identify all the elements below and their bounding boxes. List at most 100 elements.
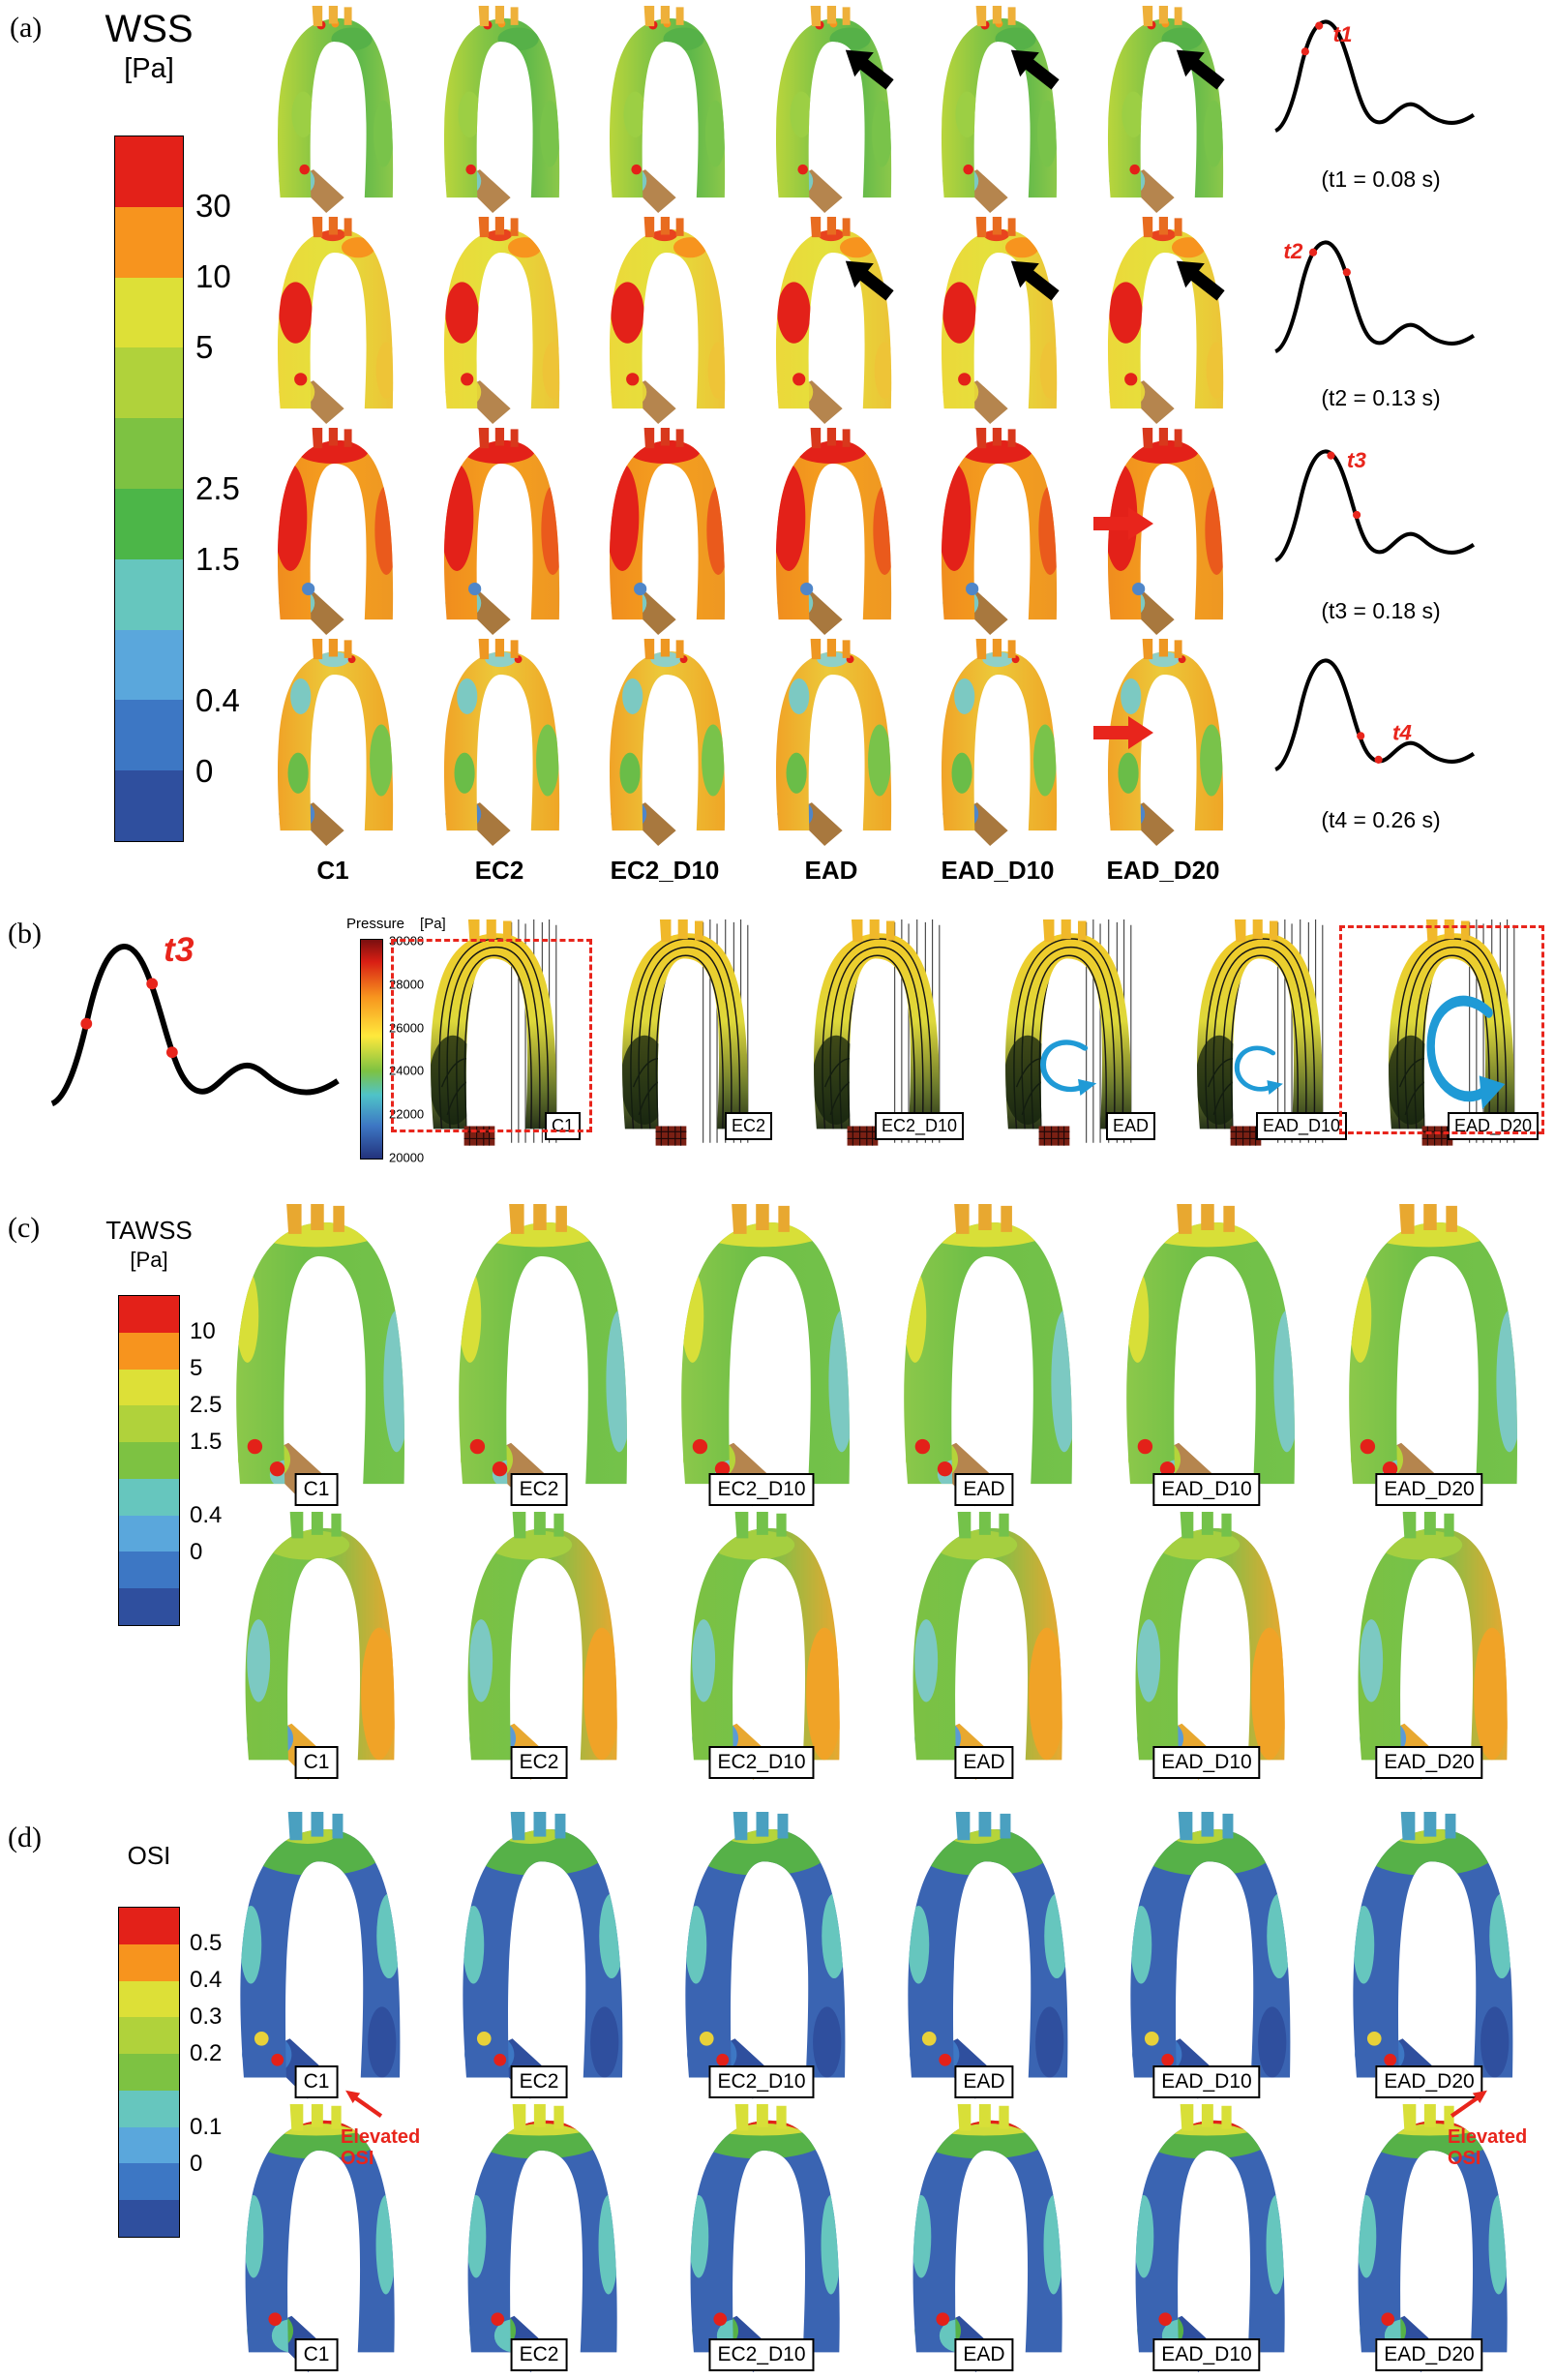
- aorta-osi-back: EAD_D10: [1095, 2104, 1318, 2377]
- osi-tick: 0.2: [190, 2040, 223, 2066]
- model-label-c: EAD: [954, 1746, 1014, 1779]
- colorbar-segment: [115, 347, 183, 419]
- colorbar-segment: [115, 418, 183, 489]
- svg-text:t3: t3: [164, 930, 194, 969]
- streamline-cell: EC2: [586, 919, 778, 1150]
- model-label-d: EAD_D10: [1152, 2338, 1261, 2371]
- aorta-tawss-front: EC2: [428, 1204, 650, 1512]
- tawss-colorbar-title: TAWSS: [105, 1216, 193, 1245]
- wss-tick: 10: [195, 258, 231, 294]
- colorbar-segment: [119, 1296, 179, 1333]
- aorta-osi-front: EAD: [873, 1812, 1095, 2104]
- aorta-tawss-front: C1: [205, 1204, 428, 1512]
- model-label-a: EC2_D10: [610, 856, 720, 885]
- aorta-tawss-back: EAD_D10: [1095, 1512, 1318, 1785]
- waveform-caption: (t2 = 0.13 s): [1321, 385, 1441, 410]
- model-label-d: C1: [294, 2065, 339, 2098]
- wss-tick: 1.5: [195, 541, 240, 577]
- model-label-c: EC2_D10: [708, 1473, 815, 1506]
- aorta-wss-t4: [582, 639, 748, 850]
- pressure-tick: 26000: [389, 1020, 425, 1036]
- model-label-c: EC2: [510, 1473, 568, 1506]
- model-label-b: EC2: [724, 1112, 772, 1140]
- aorta-wss-t1: [250, 6, 416, 217]
- model-label-d: EC2: [510, 2065, 568, 2098]
- elevated-osi-arrow-icon: [1448, 2087, 1492, 2120]
- colorbar-segment: [115, 277, 183, 348]
- tawss-tick: 0.4: [190, 1502, 223, 1528]
- colorbar-segment: [119, 1405, 179, 1443]
- elevated-osi-text: Elevated: [1448, 2126, 1528, 2148]
- colorbar-segment: [115, 629, 183, 701]
- tawss-tick: 10: [190, 1318, 216, 1344]
- model-label-c: EAD_D10: [1152, 1473, 1261, 1506]
- wss-row-t1: [250, 6, 1245, 217]
- annotation-elevated-osi-c1: Elevated OSI: [341, 2087, 420, 2169]
- red-arrow-icon: [1093, 503, 1155, 544]
- wss-colorbar-title: WSS: [105, 8, 194, 50]
- tawss-tick: 1.5: [190, 1429, 223, 1455]
- colorbar-segment: [115, 558, 183, 630]
- aorta-wss-t2: [582, 217, 748, 428]
- model-label-b: EAD_D10: [1255, 1112, 1347, 1140]
- colorbar-segment: [119, 2017, 179, 2055]
- colorbar-segment: [119, 2126, 179, 2164]
- colorbar-segment: [119, 2163, 179, 2201]
- streamline-cell: EC2_D10: [778, 919, 970, 1150]
- colorbar-segment: [115, 206, 183, 278]
- tawss-tick: 2.5: [190, 1392, 223, 1418]
- aorta-osi-front: C1: [205, 1812, 428, 2104]
- aorta-wss-t3: [748, 428, 914, 639]
- osi-tick: 0.3: [190, 2003, 223, 2030]
- wss-row-t2: [250, 217, 1245, 428]
- streamline-cell: EAD: [970, 919, 1161, 1150]
- panel-a-tag: (a): [10, 12, 43, 44]
- aorta-wss-t2: [416, 217, 583, 428]
- tawss-tick: 5: [190, 1355, 203, 1381]
- wss-tick: 0: [195, 753, 214, 789]
- pressure-colorbar-title: Pressure: [346, 916, 405, 932]
- colorbar-segment: [119, 1515, 179, 1552]
- colorbar-segment: [119, 1369, 179, 1406]
- aorta-wss-t2: [913, 217, 1080, 428]
- flow-waveform-t1: t1: [1270, 10, 1478, 159]
- colorbar-segment: [115, 488, 183, 559]
- model-label-d: EAD_D20: [1375, 2065, 1483, 2098]
- model-label-d: EC2: [510, 2338, 568, 2371]
- aorta-tawss-front: EAD_D10: [1095, 1204, 1318, 1512]
- wss-tick: 0.4: [195, 682, 240, 718]
- panel-b-tag: (b): [8, 918, 42, 949]
- tawss-colorbar: [118, 1295, 180, 1626]
- wss-colorbar: [114, 136, 184, 842]
- osi-back-row: C1 EC2 EC2_D10 EAD EAD_D10 EAD_D20: [205, 2104, 1540, 2377]
- colorbar-segment: [119, 1980, 179, 2018]
- aorta-wss-t1: [582, 6, 748, 217]
- aorta-wss-t4: [748, 639, 914, 850]
- colorbar-segment: [119, 1478, 179, 1516]
- aorta-wss-t1: [748, 6, 914, 217]
- aorta-wss-t4: [913, 639, 1080, 850]
- model-label-a: EC2: [474, 856, 524, 885]
- aorta-wss-t3: [913, 428, 1080, 639]
- aorta-osi-front: EC2_D10: [650, 1812, 873, 2104]
- aorta-wss-t3: [582, 428, 748, 639]
- svg-text:t1: t1: [1333, 22, 1353, 46]
- osi-colorbar: [118, 1907, 180, 2238]
- model-label-d: EAD_D10: [1152, 2065, 1261, 2098]
- model-label-c: C1: [294, 1746, 339, 1779]
- aorta-tawss-front: EC2_D10: [650, 1204, 873, 1512]
- wss-tick: 5: [195, 329, 214, 365]
- aorta-osi-front: EAD_D20: [1318, 1812, 1540, 2104]
- colorbar-segment: [119, 2090, 179, 2127]
- aorta-wss-t1: [1080, 6, 1246, 217]
- flow-waveform-t3: t3: [1270, 448, 1478, 588]
- colorbar-segment: [119, 2200, 179, 2238]
- wss-tick: 2.5: [195, 470, 240, 506]
- aorta-wss-t2: [1080, 217, 1246, 428]
- streamline-cell: EAD_D20: [1353, 919, 1544, 1150]
- aorta-tawss-back: EC2: [428, 1512, 650, 1785]
- aorta-tawss-back: C1: [205, 1512, 428, 1785]
- highlight-box-ead-d20: [1339, 925, 1544, 1134]
- waveform-caption: (t4 = 0.26 s): [1321, 807, 1441, 832]
